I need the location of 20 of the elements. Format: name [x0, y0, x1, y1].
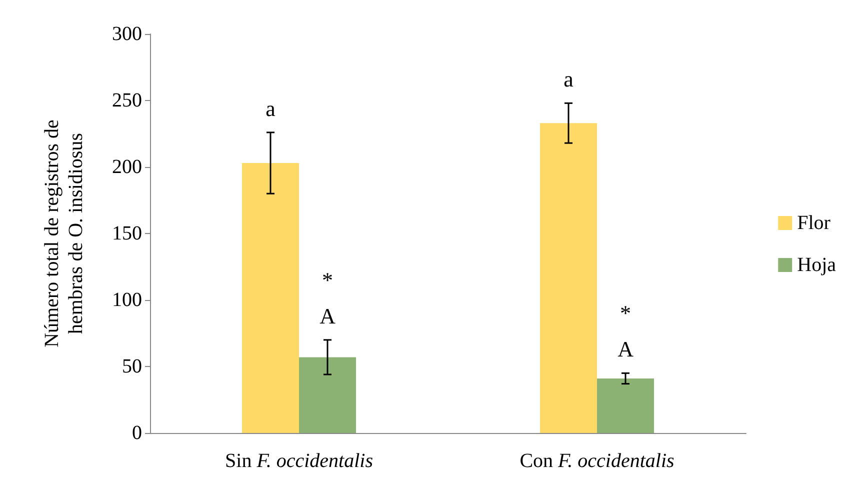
- y-tick-label: 200: [112, 156, 142, 178]
- x-tick-label: Con F. occidentalis: [520, 450, 675, 472]
- y-tick-label: 100: [112, 289, 142, 311]
- bar: [242, 163, 299, 433]
- y-tick-label: 0: [132, 422, 142, 444]
- bar: [299, 357, 356, 433]
- legend-label: Hoja: [797, 254, 836, 276]
- annotation: a: [564, 66, 574, 92]
- annotation: a: [266, 96, 276, 121]
- y-axis-title: Número total de registros de hembras de O. insidiosus: [41, 120, 87, 348]
- annotation: * A: [320, 267, 336, 328]
- bar: [540, 123, 597, 433]
- legend-label: Flor: [797, 212, 831, 234]
- x-tick-label: Sin F. occidentalis: [225, 450, 374, 472]
- y-tick-label: 250: [112, 90, 142, 112]
- bar: [597, 378, 654, 433]
- y-tick-label: 150: [112, 222, 142, 244]
- y-tick-label: 50: [122, 356, 142, 378]
- annotation: * A: [618, 300, 634, 362]
- y-tick-label: 300: [112, 23, 142, 45]
